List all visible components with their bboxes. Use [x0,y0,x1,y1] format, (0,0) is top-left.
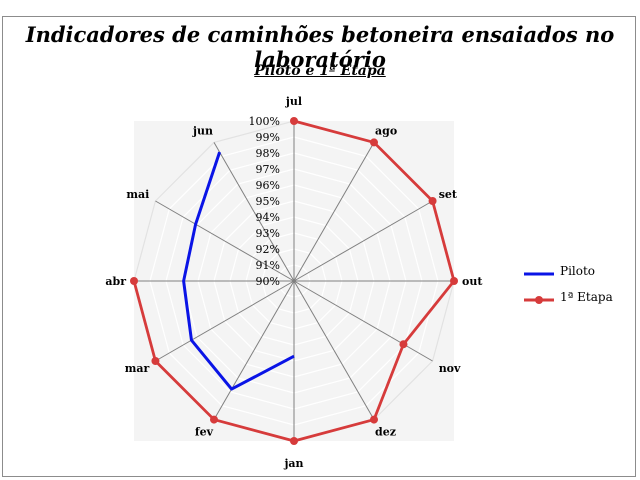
series-etapa1-point-jul [290,117,298,125]
series-etapa1-point-nov [399,340,408,349]
category-label-mai: mai [126,188,149,201]
category-label-ago: ago [375,124,397,137]
category-label-jan: jan [283,457,303,470]
series-etapa1-point-jan [290,437,298,445]
series-etapa1-point-mar [151,357,160,365]
spoke-mai [155,200,295,282]
legend-label-etapa1: 1ª Etapa [560,290,613,304]
category-label-fev: fev [195,426,214,439]
category-label-out: out [462,275,483,288]
tick-label: 98% [256,147,280,160]
spoke-ago [293,142,375,282]
tick-label: 100% [249,115,280,128]
legend-swatch-etapa1 [522,291,556,304]
tick-label: 93% [256,227,280,240]
legend-swatch-graphic [524,296,554,304]
legend-label-piloto: Piloto [560,264,596,278]
tick-label: 97% [256,163,280,176]
series-piloto-line [182,151,295,391]
series-etapa1-point-fev [210,415,218,424]
category-label-jun: jun [192,124,213,137]
series-etapa1-point-abr [130,277,138,285]
legend-item-etapa1: 1ª Etapa [522,284,632,310]
series-etapa1-point-dez [370,415,378,424]
spoke-set [293,200,433,282]
category-label-dez: dez [375,426,396,439]
tick-label: 99% [256,131,280,144]
legend-item-piloto: Piloto [522,258,632,284]
spoke-jun [213,142,295,282]
category-label-nov: nov [439,362,461,375]
series-etapa1-line [132,119,456,443]
legend-swatch-marker [535,296,543,304]
series-lines [130,117,458,445]
spoke-dez [293,280,375,420]
spoke-fev [213,280,295,420]
chart-subtitle: Piloto e 1ª Etapa [254,63,386,79]
legend-swatch-graphic [524,272,554,276]
tick-label: 94% [256,211,280,224]
series-etapa1-point-out [450,277,458,285]
spoke-mar [155,280,295,362]
category-label-jul: jul [285,95,302,108]
tick-label: 91% [256,259,280,272]
tick-label: 96% [256,179,280,192]
tick-label: 92% [256,243,280,256]
tick-label: 90% [256,275,280,288]
category-label-mar: mar [125,362,150,375]
legend-swatch-piloto [522,265,556,277]
radial-tick-labels: 90% 91% 92% 93% 94% 95% 96% 97% 98% 99% 100% [249,115,280,288]
series-etapa1-point-set [428,197,437,205]
legend: Piloto 1ª Etapa [522,258,632,310]
category-label-abr: abr [105,275,126,288]
spoke-nov [293,280,433,362]
chart-title: Indicadores de caminhões betoneira ensai… [25,22,615,72]
tick-label: 95% [256,195,280,208]
category-labels: jul ago set out nov dez jan fev mar abr mai jun [105,95,483,470]
spokes [134,121,454,441]
series-etapa1-point-ago [370,138,378,147]
category-label-set: set [439,188,458,201]
